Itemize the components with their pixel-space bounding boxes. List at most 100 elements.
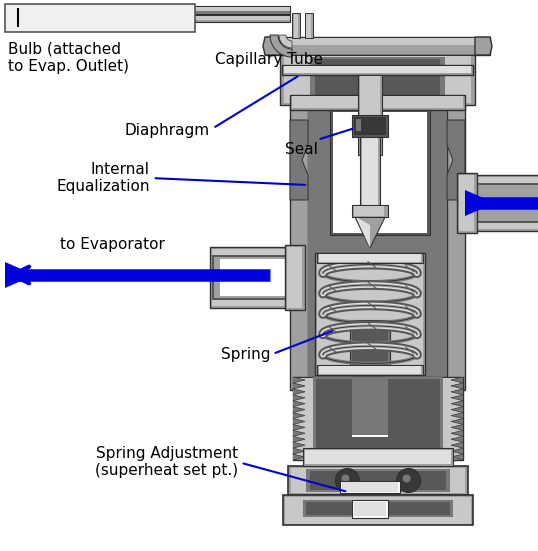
Polygon shape [354, 215, 386, 248]
Polygon shape [451, 395, 463, 401]
Polygon shape [356, 217, 370, 248]
Polygon shape [270, 35, 292, 57]
Bar [303, 448, 453, 466]
Polygon shape [451, 448, 463, 454]
Text: Internal
Equalization: Internal Equalization [56, 162, 305, 194]
Bar [195, 15, 290, 22]
Bar [352, 322, 388, 375]
Bar [333, 112, 427, 233]
Bar [195, 6, 290, 14]
Polygon shape [451, 401, 463, 407]
Bar [315, 59, 440, 100]
Bar [354, 206, 384, 216]
Bar [290, 105, 308, 390]
Polygon shape [293, 442, 305, 448]
Circle shape [335, 468, 359, 493]
Bar [268, 38, 487, 53]
Bar [352, 115, 388, 137]
Bar [294, 14, 298, 38]
Bar [268, 45, 487, 53]
Polygon shape [5, 262, 35, 288]
Bar [354, 117, 386, 135]
Bar [306, 502, 450, 515]
Polygon shape [293, 454, 305, 460]
Polygon shape [290, 120, 308, 200]
Bar [316, 379, 440, 458]
Bar [470, 183, 538, 223]
Polygon shape [451, 407, 463, 413]
Bar [285, 497, 471, 524]
Bar [292, 96, 463, 108]
Circle shape [342, 474, 349, 483]
Text: Diaphragm: Diaphragm [125, 77, 298, 138]
Polygon shape [451, 430, 463, 436]
Polygon shape [451, 424, 463, 430]
Bar [330, 110, 430, 235]
Polygon shape [447, 120, 465, 200]
Polygon shape [451, 419, 463, 424]
Bar [310, 471, 446, 490]
Text: Spring: Spring [221, 331, 332, 363]
Bar [317, 253, 423, 263]
Bar [220, 259, 298, 296]
Bar [292, 13, 300, 38]
Bar [340, 481, 400, 493]
Bar [212, 255, 299, 300]
Polygon shape [451, 389, 463, 395]
Bar [472, 185, 538, 221]
Bar [287, 247, 302, 308]
Polygon shape [293, 436, 305, 442]
Bar [283, 495, 473, 525]
Polygon shape [293, 424, 305, 430]
Polygon shape [263, 37, 280, 55]
Bar [350, 320, 390, 375]
Bar [295, 378, 461, 459]
Bar [303, 500, 453, 517]
Bar [352, 500, 388, 518]
Text: Seal: Seal [285, 129, 352, 158]
Bar [360, 137, 380, 217]
Polygon shape [451, 413, 463, 419]
Polygon shape [293, 448, 305, 454]
Bar [195, 7, 290, 12]
Bar [195, 11, 290, 14]
Bar [358, 75, 382, 155]
Bar [288, 466, 468, 495]
Bar [317, 254, 423, 374]
Polygon shape [279, 35, 292, 48]
Polygon shape [451, 436, 463, 442]
Polygon shape [293, 401, 305, 407]
Circle shape [397, 468, 421, 493]
Polygon shape [293, 407, 305, 413]
Polygon shape [293, 413, 305, 419]
Polygon shape [475, 37, 492, 55]
Bar [265, 37, 490, 55]
Bar [315, 253, 425, 375]
Bar [342, 482, 398, 492]
Bar [210, 247, 303, 308]
Polygon shape [451, 383, 463, 389]
Bar [291, 468, 465, 493]
Bar [319, 366, 421, 374]
Bar [354, 502, 386, 516]
Polygon shape [293, 389, 305, 395]
Polygon shape [465, 190, 495, 216]
Bar [352, 377, 388, 435]
Polygon shape [293, 377, 305, 383]
Bar [470, 183, 538, 223]
Bar [305, 450, 451, 464]
Bar [313, 377, 443, 460]
Bar [306, 14, 311, 38]
Text: Capillary Tube: Capillary Tube [215, 52, 323, 67]
Bar [5, 4, 195, 32]
Polygon shape [451, 454, 463, 460]
Bar [284, 56, 471, 103]
Bar [214, 257, 299, 298]
Bar [310, 57, 445, 102]
Bar [195, 16, 290, 20]
Bar [282, 65, 473, 75]
Polygon shape [451, 377, 463, 383]
Bar [465, 175, 538, 231]
Bar [330, 110, 430, 235]
Bar [319, 254, 421, 262]
